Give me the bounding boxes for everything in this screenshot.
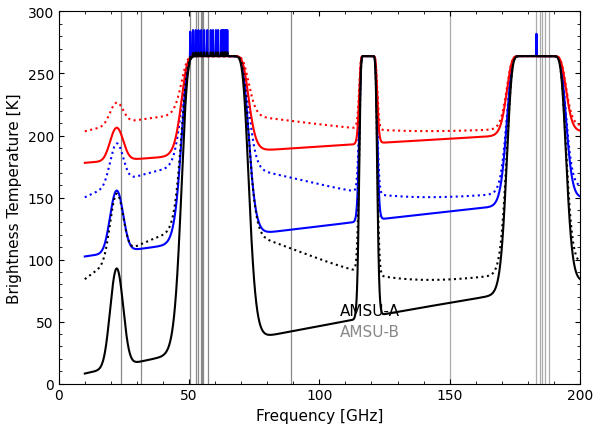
Y-axis label: Brightness Temperature [K]: Brightness Temperature [K] (7, 93, 22, 303)
Text: AMSU-A: AMSU-A (340, 304, 400, 319)
X-axis label: Frequency [GHz]: Frequency [GHz] (256, 408, 383, 423)
Text: AMSU-B: AMSU-B (340, 325, 400, 340)
